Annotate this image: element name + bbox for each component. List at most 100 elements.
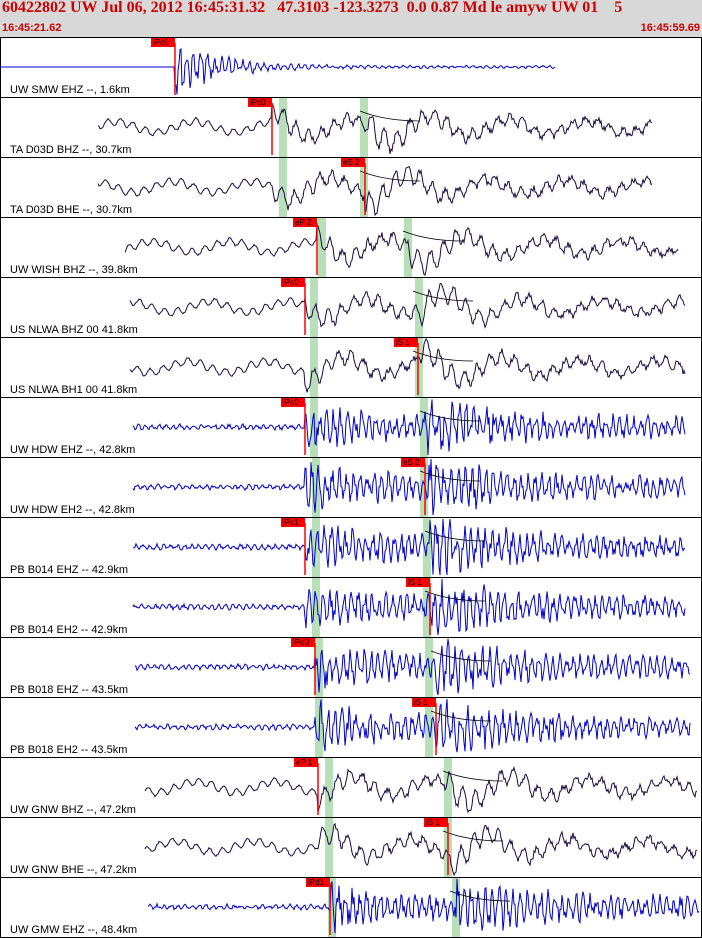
s-arrival-band <box>423 578 431 637</box>
waveform <box>144 822 697 877</box>
station-label: TA D03D BHE --, 30.7km <box>10 204 132 216</box>
p-arrival-band <box>325 758 333 817</box>
waveform <box>97 165 653 217</box>
s-pick-flag[interactable] <box>424 818 448 827</box>
p-pick-label: eP 2 <box>295 218 312 227</box>
trace-row[interactable]: iPc0 US NLWA BHZ 00 41.8km <box>0 277 702 338</box>
p-pick-label: eP 1 <box>296 758 313 767</box>
s-arrival-band <box>420 398 428 457</box>
coda-curve <box>419 410 481 422</box>
s-pick-label: iS 1 <box>414 698 428 707</box>
p-arrival-band <box>315 638 323 697</box>
waveform <box>129 338 686 393</box>
waveform <box>97 102 653 155</box>
waveform <box>129 282 686 329</box>
waveform <box>147 878 700 934</box>
trace-row[interactable]: iPc0 UW HDW EHZ --, 42.8km <box>0 397 702 458</box>
waveform <box>0 47 556 95</box>
trace-row[interactable]: iS 1 US NLWA BH1 00 41.8km <box>0 337 702 398</box>
p-pick-label: iPd0 <box>293 638 310 647</box>
s-arrival-band <box>420 458 428 517</box>
p-pick-label: iPc1 <box>283 518 299 527</box>
s-pick-flag[interactable] <box>406 578 430 587</box>
coda-curve <box>359 110 421 122</box>
trace-row[interactable]: eS 2 TA D03D BHE --, 30.7km <box>0 157 702 218</box>
p-pick-label: iPc0 <box>153 38 169 47</box>
window-end-time: 16:45:59.69 <box>640 22 700 34</box>
p-arrival-band <box>310 338 318 397</box>
s-pick-label: iS 1 <box>426 818 440 827</box>
station-label: US NLWA BHZ 00 41.8km <box>10 324 138 336</box>
p-pick-flag[interactable] <box>281 398 305 407</box>
p-pick-label: iPc0 <box>283 278 299 287</box>
station-label: TA D03D BHZ --, 30.7km <box>10 144 131 156</box>
trace-row[interactable]: eP 2 UW WISH BHZ --, 39.8km <box>0 217 702 278</box>
trace-row[interactable]: iS 1 UW GNW BHE --, 47.2km <box>0 817 702 878</box>
trace-row[interactable]: iPd0 PB B018 EHZ -- 43.5km <box>0 637 702 698</box>
trace-row[interactable]: iPc0 TA D03D BHZ --, 30.7km <box>0 97 702 158</box>
p-pick-flag[interactable] <box>294 758 318 767</box>
station-label: UW SMW EHZ --, 1.6km <box>10 84 130 96</box>
s-pick-flag[interactable] <box>412 698 436 707</box>
event-header: 60422802 UW Jul 06, 2012 16:45:31.32 47.… <box>0 0 702 37</box>
coda-curve <box>449 890 511 902</box>
s-arrival-band <box>425 698 433 757</box>
waveform <box>132 399 686 456</box>
trace-row[interactable]: eP 1 UW GNW BHZ --, 47.2km <box>0 757 702 818</box>
p-arrival-band <box>312 458 320 517</box>
waveform <box>132 578 686 636</box>
p-arrival-band <box>325 818 333 877</box>
trace-row[interactable]: iPc0 UW SMW EHZ --, 1.6km <box>0 37 702 98</box>
station-label: US NLWA BH1 00 41.8km <box>10 384 137 396</box>
p-pick-flag[interactable] <box>248 98 272 107</box>
p-pick-flag[interactable] <box>281 518 305 527</box>
p-pick-flag[interactable] <box>291 638 315 647</box>
station-label: PB B018 EH2 -- 43.5km <box>10 744 127 756</box>
station-label: UW GNW BHZ --, 47.2km <box>10 804 136 816</box>
coda-curve <box>402 230 464 242</box>
trace-row[interactable]: eS 2 UW HDW EH2 --, 42.8km <box>0 457 702 518</box>
waveform <box>134 638 691 696</box>
station-label: UW WISH BHZ --, 39.8km <box>10 264 138 276</box>
station-label: UW HDW EH2 --, 42.8km <box>10 504 135 516</box>
waveform <box>134 698 691 753</box>
station-label: UW HDW EHZ --, 42.8km <box>10 444 135 456</box>
trace-row[interactable]: iS 1 PB B014 EH2 -- 42.9km <box>0 577 702 638</box>
s-arrival-band <box>404 218 412 277</box>
p-arrival-band <box>279 98 287 157</box>
s-pick-flag[interactable] <box>341 158 365 167</box>
coda-curve <box>430 650 492 662</box>
station-label: PB B014 EHZ -- 42.9km <box>10 564 128 576</box>
trace-row[interactable]: iS 1 PB B018 EH2 -- 43.5km <box>0 697 702 758</box>
s-arrival-band <box>415 338 423 397</box>
p-arrival-band <box>312 578 320 637</box>
p-arrival-band <box>328 878 336 937</box>
seismogram-panel[interactable]: iPc0 UW SMW EHZ --, 1.6km iPc0 TA D03D BHZ … <box>0 37 702 938</box>
p-pick-label: iPc0 <box>283 398 299 407</box>
station-label: UW GNW BHE --, 47.2km <box>10 864 137 876</box>
p-arrival-band <box>279 158 287 217</box>
p-pick-flag[interactable] <box>281 278 305 287</box>
p-pick-flag[interactable] <box>151 38 175 47</box>
event-title: 60422802 UW Jul 06, 2012 16:45:31.32 47.… <box>2 0 623 16</box>
s-pick-label: eS 2 <box>403 458 420 467</box>
s-arrival-band <box>360 158 368 217</box>
station-label: UW GMW EHZ --, 48.4km <box>10 924 137 936</box>
trace-row[interactable]: iPc1 PB B014 EHZ -- 42.9km <box>0 517 702 578</box>
coda-curve <box>442 770 504 782</box>
station-label: PB B018 EHZ -- 43.5km <box>10 684 128 696</box>
s-pick-label: iS 1 <box>396 338 410 347</box>
p-pick-label: iPc0 <box>250 98 266 107</box>
waveform <box>124 224 679 276</box>
p-pick-flag[interactable] <box>306 878 330 887</box>
window-start-time: 16:45:21.62 <box>2 22 62 34</box>
trace-row[interactable]: iPd1 UW GMW EHZ --, 48.4km <box>0 877 702 938</box>
p-arrival-band <box>312 518 320 577</box>
s-pick-flag[interactable] <box>394 338 418 347</box>
s-arrival-band <box>415 278 423 337</box>
p-pick-label: iPd1 <box>308 878 325 887</box>
waveform <box>132 458 686 516</box>
waveform <box>144 765 698 814</box>
s-pick-flag[interactable] <box>401 458 425 467</box>
p-pick-flag[interactable] <box>293 218 317 227</box>
